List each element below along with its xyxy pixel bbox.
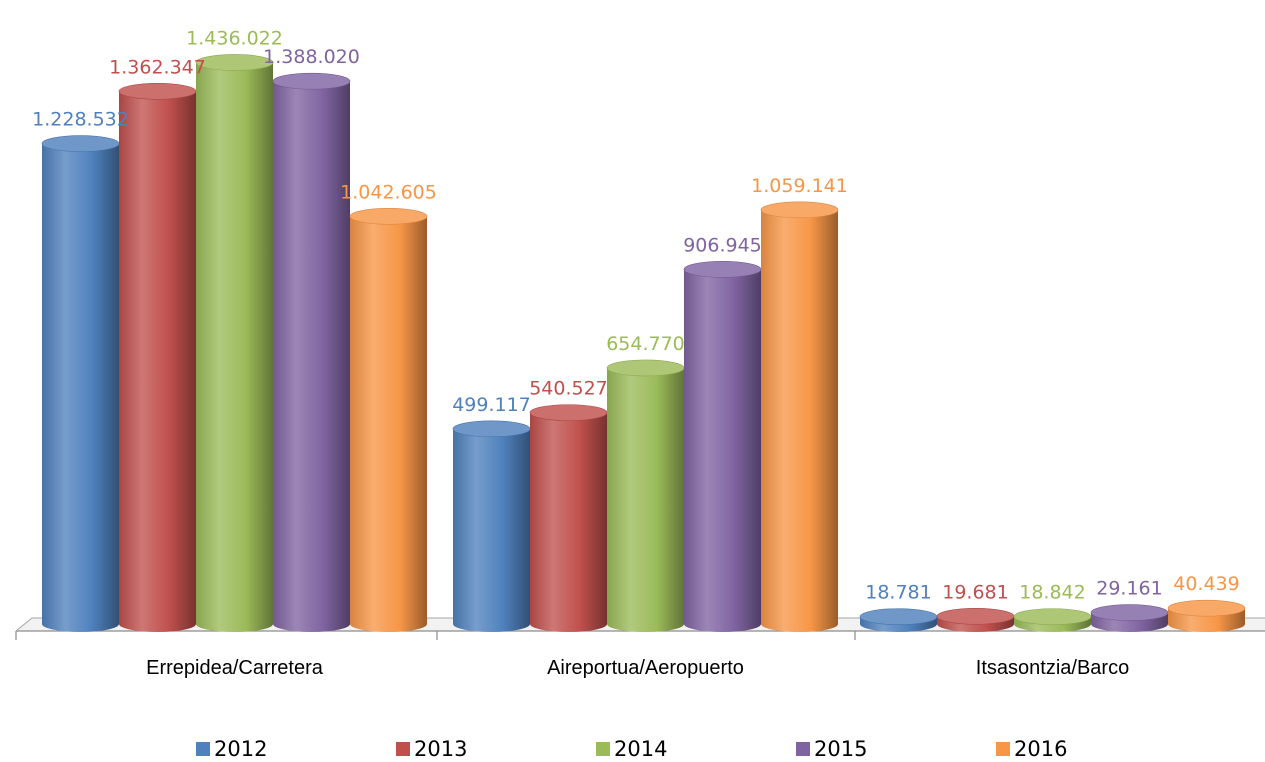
bar-aireportua-aeropuerto-2013 [529,404,608,632]
bar-itsasontzia-barco-2014 [1013,608,1092,632]
legend-item-2016: 2016 [996,737,1067,761]
legend-label-2012: 2012 [214,737,267,761]
bars [41,54,1246,633]
category-labels: Errepidea/Carretera Aireportua/Aeropuerto… [146,657,1129,679]
legend-label-2015: 2015 [814,737,867,761]
data-label-aireportua-aeropuerto-2016: 1.059.141 [751,175,848,197]
legend-item-2015: 2015 [796,737,867,761]
legend-label-2013: 2013 [414,737,467,761]
bar-errepidea-carretera-2016 [349,208,428,633]
bar-errepidea-carretera-2013 [118,82,197,633]
data-label-aireportua-aeropuerto-2015: 906.945 [683,234,762,256]
legend-item-2013: 2013 [396,737,467,761]
category-label-errepidea-carretera: Errepidea/Carretera [146,657,324,679]
bar-aireportua-aeropuerto-2016 [760,201,839,632]
bar-aireportua-aeropuerto-2012 [452,420,531,632]
legend-swatch-2012 [196,742,210,756]
bar-errepidea-carretera-2015 [272,72,351,632]
legend-swatch-2013 [396,742,410,756]
data-label-errepidea-carretera-2016: 1.042.605 [340,181,437,203]
legend-label-2014: 2014 [614,737,667,761]
legend-swatch-2015 [796,742,810,756]
bar-errepidea-carretera-2012 [41,135,120,632]
bar-itsasontzia-barco-2013 [936,608,1015,632]
category-label-itsasontzia-barco: Itsasontzia/Barco [976,657,1129,679]
bar-itsasontzia-barco-2016 [1167,599,1246,632]
bar-itsasontzia-barco-2012 [859,608,938,632]
data-label-aireportua-aeropuerto-2013: 540.527 [529,378,608,400]
legend-swatch-2014 [596,742,610,756]
data-label-itsasontzia-barco-2014: 18.842 [1019,582,1085,604]
legend: 2012 2013 2014 2015 2016 [196,737,1067,761]
data-label-errepidea-carretera-2015: 1.388.020 [263,46,360,68]
data-label-errepidea-carretera-2013: 1.362.347 [109,56,206,78]
data-label-errepidea-carretera-2014: 1.436.022 [186,27,283,49]
legend-label-2016: 2016 [1014,737,1067,761]
data-label-errepidea-carretera-2012: 1.228.532 [32,109,129,131]
bar-aireportua-aeropuerto-2015 [683,261,762,632]
bar-itsasontzia-barco-2015 [1090,604,1169,632]
bar-errepidea-carretera-2014 [195,54,274,632]
data-label-itsasontzia-barco-2012: 18.781 [865,582,931,604]
data-label-aireportua-aeropuerto-2014: 654.770 [606,333,685,355]
legend-item-2014: 2014 [596,737,667,761]
data-label-itsasontzia-barco-2015: 29.161 [1096,578,1162,600]
legend-swatch-2016 [996,742,1010,756]
bar-aireportua-aeropuerto-2014 [606,359,685,632]
category-label-aireportua-aeropuerto: Aireportua/Aeropuerto [547,657,744,679]
data-label-itsasontzia-barco-2016: 40.439 [1173,573,1239,595]
data-label-aireportua-aeropuerto-2012: 499.117 [452,394,531,416]
legend-item-2012: 2012 [196,737,267,761]
data-label-itsasontzia-barco-2013: 19.681 [942,581,1008,603]
